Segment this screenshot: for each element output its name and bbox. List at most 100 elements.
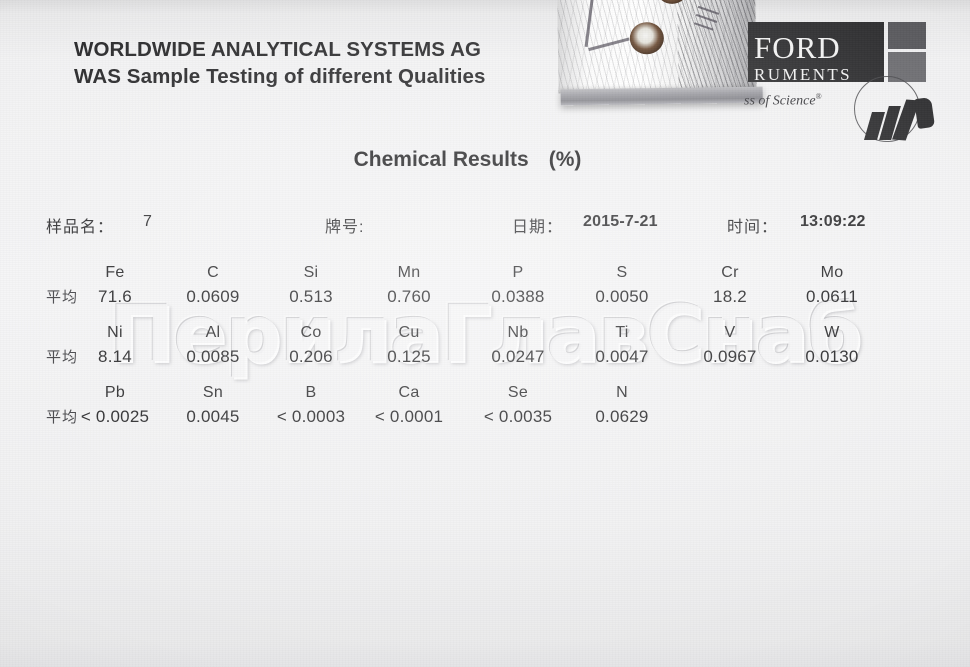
row-average-label: 平均: [46, 349, 79, 366]
row-average-label: 平均: [46, 289, 79, 306]
element-symbol: Ca: [398, 384, 420, 401]
logo-swoosh-icon: [863, 96, 938, 142]
result-cell: Mn 0.760: [349, 262, 469, 310]
logo-tagline: ss of Science®: [744, 92, 822, 110]
table-row: 平均 Ni 8.14 Al 0.0085 Co 0.206 Cu 0.125 Nb 0.0247 Ti…: [0, 322, 970, 382]
result-cell: Fe 71.6: [55, 262, 175, 310]
element-value: < 0.0025: [80, 407, 150, 426]
result-cell: Al 0.0085: [153, 322, 273, 370]
result-cell: N 0.0629: [562, 382, 682, 430]
result-cell: Cr 18.2: [670, 262, 790, 310]
element-symbol: Ti: [615, 324, 629, 341]
logo-tagline-text: ss of Science: [744, 93, 816, 109]
result-cell: Ni 8.14: [55, 322, 175, 370]
element-symbol: Se: [507, 384, 529, 401]
grade-label: 牌号:: [325, 219, 365, 236]
element-symbol: Si: [303, 264, 319, 281]
time-label: 时间：: [727, 219, 779, 236]
element-value: < 0.0035: [483, 407, 553, 426]
page-title-text: Chemical Results: [353, 148, 529, 171]
element-value: 18.2: [713, 287, 747, 306]
element-symbol: Ni: [107, 324, 123, 341]
element-symbol: Sn: [202, 384, 224, 401]
element-value: 0.125: [387, 347, 431, 366]
element-value: 71.6: [98, 287, 132, 306]
element-symbol: Cu: [398, 324, 420, 341]
result-cell: V 0.0967: [670, 322, 790, 370]
result-cell: Co 0.206: [251, 322, 371, 370]
element-value: 0.0047: [595, 347, 649, 366]
element-symbol: Co: [300, 324, 322, 341]
result-cell: Mo 0.0611: [772, 262, 892, 310]
result-cell: W 0.0130: [772, 322, 892, 370]
logo-mark-shard: [913, 96, 936, 130]
row-average-label: 平均: [46, 409, 79, 426]
table-row: 平均 Pb < 0.0025 Sn 0.0045 B < 0.0003 Ca < 0.0001 S…: [0, 382, 970, 442]
report-meta-row: 样品名： 7 牌号: 日期： 2015-7-21 时间： 13:09:22: [0, 213, 970, 239]
page-title: Chemical Results (%): [0, 148, 935, 172]
element-symbol: P: [512, 264, 524, 281]
result-cell: S 0.0050: [562, 262, 682, 310]
element-symbol: Mn: [397, 264, 421, 281]
result-cell: B < 0.0003: [251, 382, 371, 430]
element-value: 0.0050: [595, 287, 649, 306]
date-label: 日期：: [512, 219, 564, 236]
date-value: 2015-7-21: [583, 213, 658, 230]
element-symbol: N: [616, 384, 628, 401]
element-symbol: B: [305, 384, 317, 401]
element-symbol: Al: [205, 324, 221, 341]
element-symbol: Mo: [820, 264, 844, 281]
element-symbol: Pb: [104, 384, 126, 401]
table-row: 平均 Fe 71.6 C 0.0609 Si 0.513 Mn 0.760 P 0.0388 S 0.0…: [0, 262, 970, 322]
logo-bar: FORD RUMENTS: [748, 22, 884, 84]
element-value: 8.14: [98, 347, 132, 366]
company-subtitle-heading: WAS Sample Testing of different Qualitie…: [74, 65, 486, 88]
element-value: 0.0609: [186, 287, 240, 306]
element-symbol: C: [207, 264, 219, 281]
element-value: 0.0247: [491, 347, 545, 366]
element-value: 0.0629: [595, 407, 649, 426]
element-symbol: V: [724, 324, 736, 341]
element-value: 0.0130: [805, 347, 859, 366]
element-value: 0.0967: [703, 347, 757, 366]
element-symbol: Fe: [105, 264, 125, 281]
element-symbol: W: [824, 324, 840, 341]
page-title-unit: (%): [548, 148, 582, 171]
result-cell: Se < 0.0035: [458, 382, 578, 430]
element-value: 0.0611: [806, 287, 858, 306]
time-value: 13:09:22: [800, 213, 866, 230]
sample-name-label: 样品名：: [46, 219, 115, 236]
element-value: 0.513: [289, 287, 333, 306]
result-cell: Ti 0.0047: [562, 322, 682, 370]
element-symbol: Nb: [507, 324, 529, 341]
registered-mark-icon: ®: [815, 92, 822, 101]
oxford-instruments-logo: FORD RUMENTS ss of Science®: [744, 14, 970, 142]
logo-square-upper: [888, 22, 926, 49]
element-symbol: Cr: [721, 264, 739, 281]
element-value: < 0.0001: [374, 407, 444, 426]
element-value: < 0.0003: [276, 407, 346, 426]
result-cell: Cu 0.125: [349, 322, 469, 370]
result-cell: Si 0.513: [251, 262, 371, 310]
result-cell: P 0.0388: [458, 262, 578, 310]
sample-name-value: 7: [143, 213, 153, 230]
element-symbol: S: [616, 264, 628, 281]
element-value: 0.206: [289, 347, 333, 366]
coupon-edge: [560, 86, 763, 106]
element-value: 0.0045: [186, 407, 240, 426]
coupon-polished-face: [557, 0, 757, 94]
metal-sample-coupon: [557, 0, 769, 111]
logo-word-ruments: RUMENTS: [754, 65, 853, 84]
result-cell: Sn 0.0045: [153, 382, 273, 430]
result-cell: Pb < 0.0025: [55, 382, 175, 430]
chemical-results-table: 平均 Fe 71.6 C 0.0609 Si 0.513 Mn 0.760 P 0.0388 S 0.0…: [0, 262, 970, 442]
element-value: 0.0085: [186, 347, 240, 366]
logo-word-ford: FORD: [754, 30, 841, 65]
element-value: 0.760: [387, 287, 431, 306]
company-name-heading: WORLDWIDE ANALYTICAL SYSTEMS AG: [74, 38, 482, 61]
element-value: 0.0388: [491, 287, 545, 306]
result-cell: C 0.0609: [153, 262, 273, 310]
result-cell: Nb 0.0247: [458, 322, 578, 370]
result-cell: Ca < 0.0001: [349, 382, 469, 430]
